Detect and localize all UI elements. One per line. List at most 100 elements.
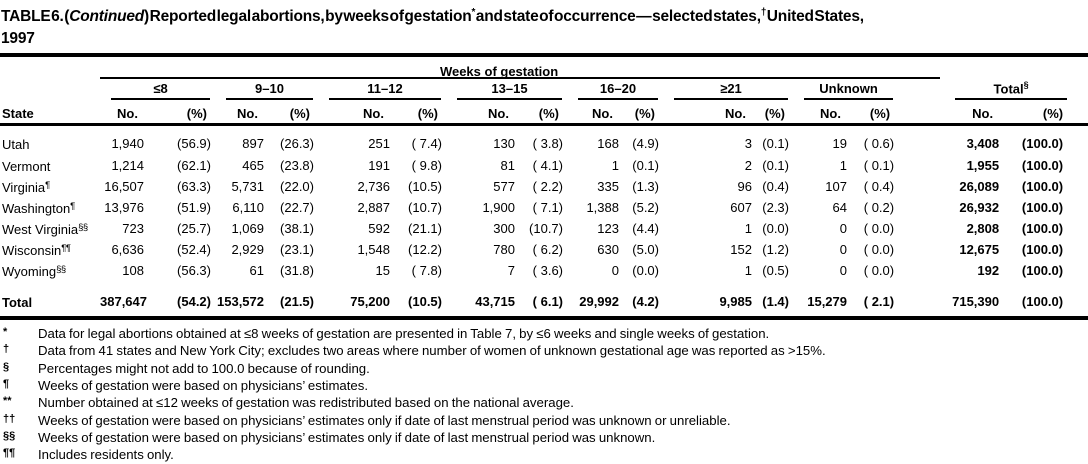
pct-column-header: (%) [625,100,663,127]
count-cell: 123 [597,221,619,237]
percent-cell: (63.3) [177,179,211,195]
percent-cell: ( 7.8) [411,263,442,279]
count-cell: 335 [597,179,619,195]
percent-cell: (21.5) [270,281,318,321]
state-footnote-marker: §§ [78,222,88,234]
footnote-symbol: †† [3,412,16,425]
state-footnote-marker: §§ [56,264,66,276]
no-column-header: No. [446,100,521,127]
count-cell: 780 [493,242,515,258]
no-column-header: No. [793,100,853,127]
percent-cell: (62.1) [177,158,211,174]
footnote-text: Data for legal abortions obtained at ≤8 … [38,326,770,342]
count-cell: 607 [730,200,752,216]
percent-cell: (22.0) [280,179,314,195]
state-name-cell: Total [0,281,100,321]
count-cell: 152 [730,242,752,258]
count-cell: 465 [242,158,264,174]
count-cell: 715,390 [898,281,1006,321]
group-header-ge21: ≥21 [663,79,793,101]
footnote-text: Percentages might not add to 100.0 becau… [38,360,370,376]
count-cell: 9,985 [663,281,758,321]
state-name-cell: Vermont [0,155,100,176]
footnote-symbol: ** [3,395,12,408]
percent-cell: (22.7) [280,200,314,216]
total-label: Total [993,81,1024,97]
percent-cell: (100.0) [1021,200,1064,216]
table-header: Weeks of gestation ≤8 9–10 11–12 13–15 1… [0,59,1088,127]
title-text: United States, [766,8,864,26]
state-name: Utah [2,136,30,152]
count-cell: 1,548 [357,242,390,258]
percent-cell: (51.9) [177,200,211,216]
count-cell: 2 [744,158,752,174]
percent-cell: (4.2) [625,281,663,321]
percent-cell: (2.3) [762,200,789,216]
no-column-header: No. [215,100,270,127]
pct-column-header: (%) [1005,100,1088,127]
count-cell: 64 [832,200,847,216]
title-text: ) Reported legal abortions, by weeks of … [144,8,472,26]
percent-cell: ( 0.2) [863,200,895,216]
title-text: TABLE 6. ( [1,8,70,26]
table-row: Wisconsin¶¶ 6,636 (52.4) 2,929 (23.1) 1,548 (1… [0,239,1088,260]
table-body: Utah 1,940 (56.9) 897 (26.3) 251( 7.4) 130( 3.… [0,125,1088,321]
no-column-header: No. [100,100,150,127]
percent-cell: (0.1) [762,158,789,174]
spanner-label: Weeks of gestation [439,64,559,80]
pct-column-header: (%) [853,100,899,127]
footnotes-section: * Data for legal abortions obtained at ≤8… [0,320,1088,463]
footnote-marker-dagger: † [760,7,767,18]
percent-cell: ( 6.1) [521,281,567,321]
percent-cell: (100.0) [1021,242,1064,258]
no-column-header: No. [898,100,1006,127]
column-header-row: State No. (%) No. (%) No. (%) No. (%) No… [0,100,1088,127]
spanner-underline [100,77,941,80]
footnote: ¶ Weeks of gestation were based on physic… [0,377,1088,394]
percent-cell: (4.9) [632,135,659,151]
state-name: West Virginia [2,222,79,238]
percent-cell: ( 7.1) [532,200,563,216]
count-cell: 2,929 [231,242,264,258]
total-row: Total 387,647 (54.2) 153,572 (21.5) 75,200 (10… [0,281,1088,321]
footnote-symbol: §§ [3,429,16,442]
percent-cell: (21.1) [408,221,442,237]
state-footnote-marker: ¶¶ [61,243,71,255]
footnote: ** Number obtained at ≤12 weeks of gestat… [0,394,1088,411]
state-name-cell: Wyoming§§ [0,260,100,281]
state-column-header: State [0,100,100,127]
title-continued: Continued [69,8,145,26]
percent-cell: ( 0.0) [863,221,895,237]
table-row: West Virginia§§ 723 (25.7) 1,069 (38.1) 592 (2… [0,218,1088,239]
percent-cell: (5.0) [632,242,659,258]
count-cell: 43,715 [446,281,521,321]
count-cell: 153,572 [215,281,270,321]
count-cell: 61 [249,263,264,279]
footnote-text: Number obtained at ≤12 weeks of gestatio… [38,395,574,411]
percent-cell: (10.5) [396,281,446,321]
footnote-marker-asterisk: * [471,7,476,18]
count-cell: 15,279 [793,281,853,321]
table-row: Virginia¶ 16,507 (63.3) 5,731 (22.0) 2,736 (10… [0,176,1088,197]
percent-cell: (0.4) [762,179,789,195]
footnote: †† Weeks of gestation were based on physi… [0,412,1088,429]
count-cell: 300 [493,221,515,237]
count-cell: 0 [839,221,847,237]
group-header-16-20: 16–20 [567,79,663,101]
percent-cell: (5.2) [632,200,659,216]
footnote-text: Includes residents only. [38,447,174,463]
footnote-text: Weeks of gestation were based on physici… [38,412,731,428]
count-cell: 3,408 [966,135,1000,151]
percent-cell: (1.4) [758,281,793,321]
footnote-symbol: † [3,343,10,356]
percent-cell: ( 2.2) [532,179,563,195]
spacer-cell [0,79,100,100]
group-header-le8: ≤8 [100,79,215,101]
count-cell: 15 [375,263,390,279]
count-cell: 251 [368,135,390,151]
percent-cell: ( 0.4) [863,179,895,195]
group-header-unknown: Unknown [793,79,898,101]
count-cell: 577 [493,179,515,195]
table-row: Washington¶ 13,976 (51.9) 6,110 (22.7) 2,887(… [0,197,1088,218]
count-cell: 75,200 [318,281,396,321]
